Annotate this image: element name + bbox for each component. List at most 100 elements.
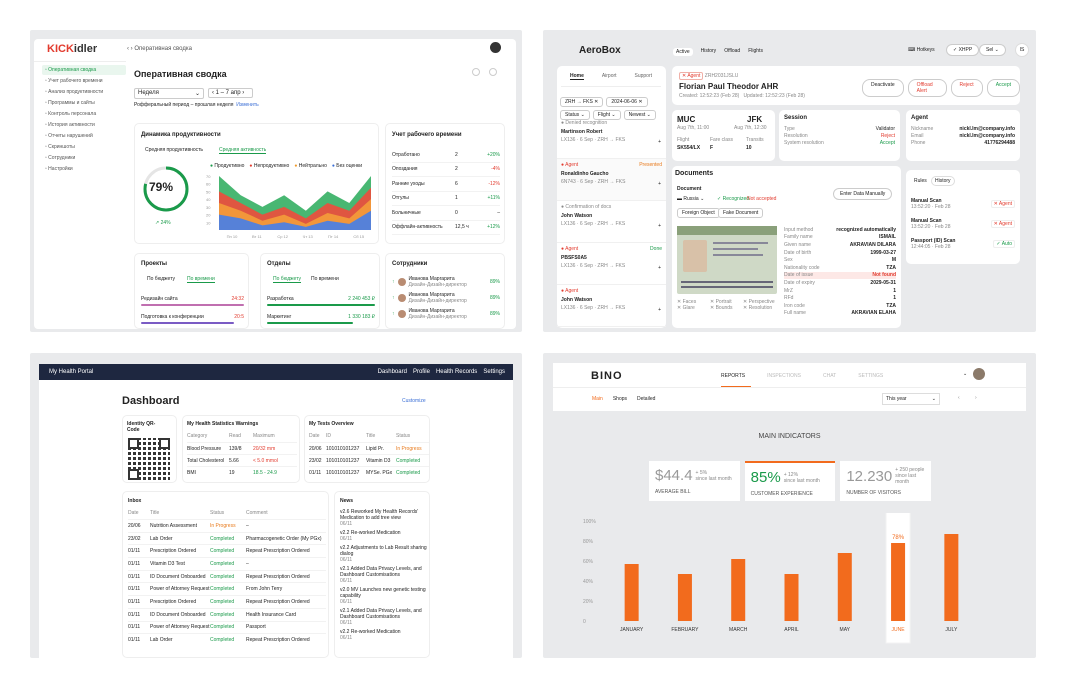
- settings-icon[interactable]: [489, 68, 497, 76]
- tab-airport[interactable]: Airport: [601, 73, 617, 79]
- breadcrumb[interactable]: ‹ › Оперативная сводка: [127, 46, 192, 52]
- nav-profile[interactable]: Profile: [412, 369, 430, 375]
- fake-document-button[interactable]: Fake Document: [718, 208, 764, 218]
- nav-inspections[interactable]: INSPECTIONS: [767, 373, 801, 379]
- enter-manually-button[interactable]: Enter Data Manually: [833, 188, 893, 200]
- sidebar-item[interactable]: ▫ Отчеты нарушений: [42, 131, 126, 141]
- sidebar-item[interactable]: ▫ Скриншоты: [42, 142, 126, 152]
- news-item[interactable]: v2.6 Reworked My Health Records' Medicat…: [340, 509, 428, 527]
- tab-avg-activity[interactable]: Средняя активность: [219, 147, 267, 154]
- nav-health-records[interactable]: Health Records: [435, 369, 478, 375]
- expand-icon[interactable]: +: [658, 223, 661, 229]
- expand-icon[interactable]: +: [658, 265, 661, 271]
- employee-row[interactable]: ↑ Иванова Маргарита Дизайн-Дизайн-директор…: [392, 274, 500, 290]
- filter-dropdown[interactable]: Newest ⌄: [623, 110, 656, 120]
- nav-active[interactable]: Active: [673, 48, 693, 56]
- sidebar-item[interactable]: ▫ Сотрудники: [42, 153, 126, 163]
- passenger-list-item[interactable]: ● Confirmation of docs John Watson LX136 ·…: [557, 201, 666, 243]
- sidebar-item[interactable]: ▫ Контроль персонала: [42, 109, 126, 119]
- customize-link[interactable]: Customize: [402, 398, 426, 404]
- table-row[interactable]: 23/02 101010101237 Vitamin D3 Completed: [309, 454, 429, 466]
- deactivate-button[interactable]: Deactivate: [862, 79, 904, 97]
- news-item[interactable]: v2.1 Added Data Privacy Levels, and Dash…: [340, 566, 428, 584]
- next-arrow-icon[interactable]: ›: [975, 395, 977, 401]
- table-row[interactable]: 01/11 Power of Attorney Request Completed P…: [128, 620, 326, 634]
- xhpp-button[interactable]: ✓ XHPP: [946, 44, 980, 56]
- nav-flights[interactable]: Flights: [748, 48, 763, 54]
- period-select[interactable]: This year ⌄: [882, 393, 940, 405]
- news-item[interactable]: v2.1 Added Data Privacy Levels, and Dash…: [340, 608, 428, 626]
- tab-home[interactable]: Home: [569, 73, 584, 80]
- expand-icon[interactable]: +: [658, 139, 661, 145]
- tab-time[interactable]: По времени: [187, 276, 215, 283]
- tab-budget[interactable]: По бюджету: [273, 276, 301, 283]
- expand-icon[interactable]: +: [658, 181, 661, 187]
- table-row[interactable]: 01/11 ID Document Onboarded Completed Repea…: [128, 569, 326, 583]
- tab-rules[interactable]: Rules: [914, 178, 927, 184]
- sidebar-item[interactable]: ▫ История активности: [42, 120, 126, 130]
- news-item[interactable]: v2.2 Re-worked Medication 06/11: [340, 530, 428, 542]
- news-item[interactable]: v2.0 MV Launches new genetic testing cap…: [340, 587, 428, 605]
- avatar[interactable]: [973, 368, 985, 380]
- nav-settings[interactable]: SETTINGS: [858, 373, 884, 379]
- employee-row[interactable]: ↑ Иванова Маргарита Дизайн-Дизайн-директор…: [392, 306, 500, 322]
- table-row[interactable]: 01/11 101010101237 MYSe. PGx Completed: [309, 466, 429, 478]
- sel-select[interactable]: Sel ⌄: [979, 44, 1006, 56]
- nav-offload[interactable]: Offload: [724, 48, 741, 54]
- reject-button[interactable]: Reject: [950, 79, 983, 97]
- passenger-list-item[interactable]: ● Agent John Watson LX136 · 6 Sep · ZRH → …: [557, 285, 666, 327]
- table-row[interactable]: 01/11 Prescription Ordered Completed Repeat…: [128, 544, 326, 557]
- passenger-list-item[interactable]: ● Agent PBSFS0A5 LX136 · 6 Sep · ZRH → FKS…: [557, 243, 666, 285]
- news-item[interactable]: v2.2 Re-worked Medication 06/11: [340, 629, 428, 641]
- passenger-list-item[interactable]: ● Agent Ronaldinho Gaucho 6N743 · 6 Sep · …: [557, 159, 666, 201]
- country-select[interactable]: ▬ Russia ⌄: [677, 196, 705, 202]
- table-row[interactable]: 01/11 Power of Attorney Request Completed F…: [128, 582, 326, 595]
- foreign-object-button[interactable]: Foreign Object: [677, 208, 720, 218]
- filter-dropdown[interactable]: Status ⌄: [560, 110, 590, 120]
- offload-alert-button[interactable]: Offload Alert: [907, 79, 947, 97]
- tab-budget[interactable]: По бюджету: [147, 276, 175, 282]
- sidebar-item[interactable]: ▫ Учет рабочего времени: [42, 76, 126, 86]
- date-range[interactable]: ‹ 1 – 7 апр ›: [208, 88, 253, 98]
- subnav-detailed[interactable]: Detailed: [637, 396, 656, 402]
- passenger-list-item[interactable]: ● Denied recognition Martinson Robert LX13…: [557, 117, 666, 159]
- table-row[interactable]: BMI 19 18.5 - 24.9: [187, 466, 297, 478]
- sidebar-item[interactable]: ▫ Анализ продуктивности: [42, 87, 126, 97]
- expand-icon[interactable]: +: [658, 307, 661, 313]
- nav-reports[interactable]: REPORTS: [721, 373, 746, 379]
- prev-arrow-icon[interactable]: ‹: [958, 395, 960, 401]
- table-row[interactable]: Blood Pressure 139/8 20/32 mm: [187, 442, 297, 454]
- table-row[interactable]: 20/06 Nutrition Assessment In Progress –: [128, 519, 326, 532]
- filter-chip[interactable]: ZRH → FKS ✕: [560, 97, 604, 107]
- refresh-icon[interactable]: [472, 68, 480, 76]
- nav-history[interactable]: History: [700, 48, 717, 54]
- table-row[interactable]: 01/11 Lab Order Completed Repeat Prescripti…: [128, 633, 326, 646]
- tab-avg-productivity[interactable]: Средняя продуктивность: [145, 147, 204, 153]
- table-row[interactable]: 23/02 Lab Order Completed Pharmacogenetic O…: [128, 531, 326, 545]
- table-row[interactable]: 01/11 ID Document Onboarded Completed Healt…: [128, 607, 326, 621]
- nav-dashboard[interactable]: Dashboard: [377, 369, 407, 375]
- table-row[interactable]: Total Cholesterol 5.66 < 5.0 mmol: [187, 454, 297, 466]
- accept-button[interactable]: Accept: [986, 79, 1020, 97]
- nav-chat[interactable]: CHAT: [823, 373, 837, 379]
- sidebar-item[interactable]: ▫ Оперативная сводка: [42, 65, 126, 75]
- tab-history[interactable]: History: [931, 176, 955, 186]
- avatar[interactable]: [490, 42, 501, 53]
- menu-chevron-icon[interactable]: ⌄: [963, 371, 968, 377]
- hotkeys-button[interactable]: ⌨ Hotkeys: [908, 47, 935, 53]
- filter-chip[interactable]: 2024-06-06 ✕: [606, 97, 648, 107]
- table-row[interactable]: 01/11 Prescription Ordered Completed Repeat…: [128, 595, 326, 608]
- filter-dropdown[interactable]: Flight ⌄: [592, 110, 621, 120]
- sidebar-item[interactable]: ▫ Программы и сайты: [42, 98, 126, 108]
- period-select[interactable]: Неделя ⌄: [134, 88, 204, 99]
- nav-settings[interactable]: Settings: [483, 369, 505, 375]
- subnav-shops[interactable]: Shops: [612, 396, 628, 402]
- employee-row[interactable]: ↑ Иванова Маргарита Дизайн-Дизайн-директор…: [392, 290, 500, 306]
- tab-time[interactable]: По времени: [311, 276, 339, 282]
- table-row[interactable]: 01/11 Vitamin D3 Test Completed –: [128, 557, 326, 570]
- change-link[interactable]: Изменить: [236, 102, 259, 108]
- sidebar-item[interactable]: ▫ Настройки: [42, 164, 126, 174]
- table-row[interactable]: 20/06 101010101237 Lipid Pr. In Progress: [309, 442, 429, 454]
- avatar[interactable]: IS: [1015, 43, 1029, 57]
- subnav-main[interactable]: Main: [592, 396, 603, 402]
